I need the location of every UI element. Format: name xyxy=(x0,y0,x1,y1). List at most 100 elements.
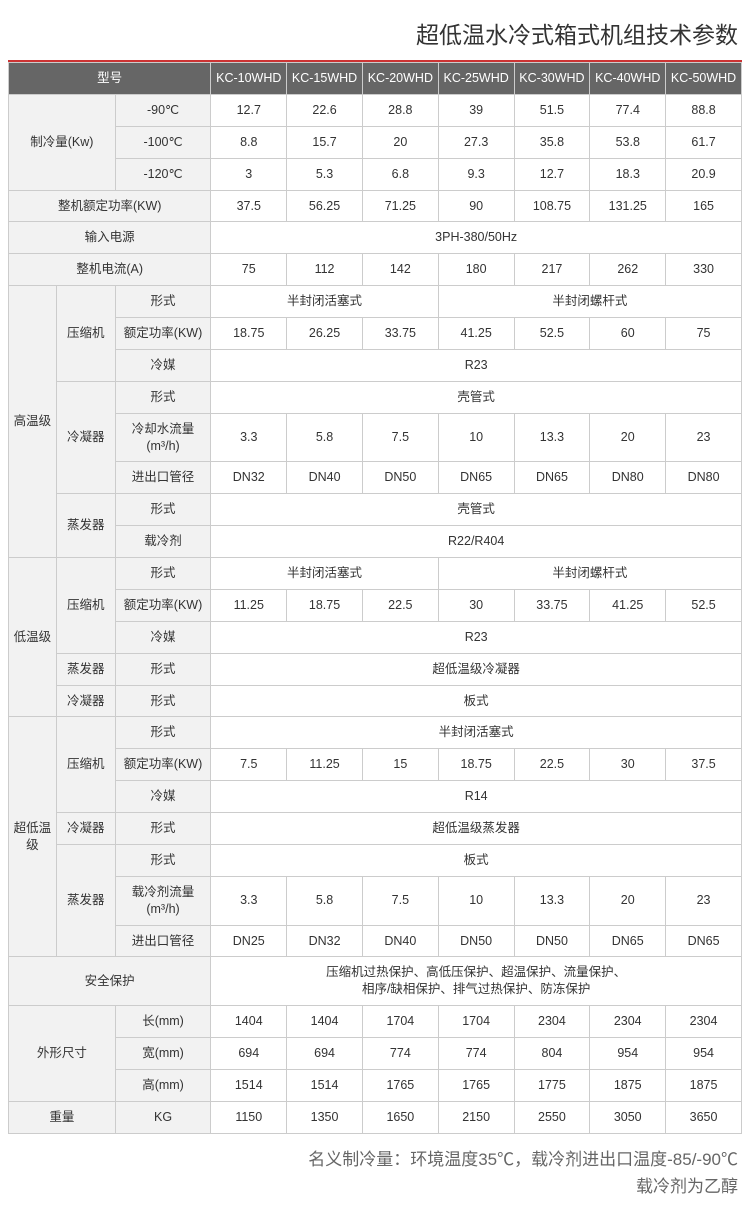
table-cell: 41.25 xyxy=(438,318,514,350)
ultra-cond-type: 超低温级蒸发器 xyxy=(211,813,742,845)
table-cell: 10 xyxy=(438,876,514,925)
table-cell: 39 xyxy=(438,94,514,126)
high-evap-type-label: 形式 xyxy=(115,494,211,526)
safety-label: 安全保护 xyxy=(9,957,211,1006)
high-comp-type-label: 形式 xyxy=(115,286,211,318)
low-group: 低温级 xyxy=(9,558,57,717)
ultra-iodia-label: 进出口管径 xyxy=(115,925,211,957)
table-cell: 954 xyxy=(590,1038,666,1070)
table-cell: 12.7 xyxy=(514,158,590,190)
table-cell: DN80 xyxy=(590,462,666,494)
table-cell: 1704 xyxy=(438,1006,514,1038)
rated-power-label: 整机额定功率(KW) xyxy=(9,190,211,222)
table-cell: 15 xyxy=(362,749,438,781)
table-cell: 30 xyxy=(590,749,666,781)
ultra-comp-label: 压缩机 xyxy=(56,717,115,813)
table-cell: DN50 xyxy=(362,462,438,494)
table-cell: 3.3 xyxy=(211,876,287,925)
table-cell: 142 xyxy=(362,254,438,286)
table-cell: 15.7 xyxy=(287,126,363,158)
table-cell: 1150 xyxy=(211,1101,287,1133)
table-cell: 2304 xyxy=(590,1006,666,1038)
table-cell: 20 xyxy=(590,876,666,925)
table-cell: 23 xyxy=(666,876,742,925)
ultra-refrigerant-label: 冷媒 xyxy=(115,781,211,813)
table-cell: 1404 xyxy=(211,1006,287,1038)
table-cell: DN32 xyxy=(287,925,363,957)
table-cell: 1704 xyxy=(362,1006,438,1038)
weight-label: 重量 xyxy=(9,1101,116,1133)
table-cell: 22.6 xyxy=(287,94,363,126)
high-evap-type: 壳管式 xyxy=(211,494,742,526)
table-cell: DN65 xyxy=(666,925,742,957)
table-cell: 35.8 xyxy=(514,126,590,158)
table-cell: 18.3 xyxy=(590,158,666,190)
table-cell: 1350 xyxy=(287,1101,363,1133)
ultra-evap-type: 板式 xyxy=(211,844,742,876)
weight-unit: KG xyxy=(115,1101,211,1133)
low-comp-type-b: 半封闭螺杆式 xyxy=(438,558,741,590)
high-cond-type: 壳管式 xyxy=(211,381,742,413)
table-cell: 2304 xyxy=(666,1006,742,1038)
table-cell: 180 xyxy=(438,254,514,286)
table-cell: 6.8 xyxy=(362,158,438,190)
table-cell: 88.8 xyxy=(666,94,742,126)
table-cell: 262 xyxy=(590,254,666,286)
table-cell: 22.5 xyxy=(362,589,438,621)
table-cell: 2150 xyxy=(438,1101,514,1133)
table-cell: DN32 xyxy=(211,462,287,494)
table-cell: 18.75 xyxy=(287,589,363,621)
model-header: 型号 xyxy=(9,63,211,95)
table-cell: 11.25 xyxy=(287,749,363,781)
high-comp-type-a: 半封闭活塞式 xyxy=(211,286,438,318)
footnote-line2: 载冷剂为乙醇 xyxy=(8,1173,738,1200)
cooling-t90-label: -90℃ xyxy=(115,94,211,126)
ultra-carrierflow-label: 载冷剂流量(m³/h) xyxy=(115,876,211,925)
table-cell: 1765 xyxy=(362,1069,438,1101)
high-cond-type-label: 形式 xyxy=(115,381,211,413)
table-cell: 1875 xyxy=(590,1069,666,1101)
low-evap-type: 超低温级冷凝器 xyxy=(211,653,742,685)
ultra-cond-label: 冷凝器 xyxy=(56,813,115,845)
table-cell: 8.8 xyxy=(211,126,287,158)
high-cond-label: 冷凝器 xyxy=(56,381,115,494)
model-col: KC-10WHD xyxy=(211,63,287,95)
dims-wid-label: 宽(mm) xyxy=(115,1038,211,1070)
table-cell: 53.8 xyxy=(590,126,666,158)
table-cell: 41.25 xyxy=(590,589,666,621)
table-cell: DN25 xyxy=(211,925,287,957)
table-cell: 1404 xyxy=(287,1006,363,1038)
high-refrigerant: R23 xyxy=(211,349,742,381)
table-cell: 27.3 xyxy=(438,126,514,158)
table-cell: 33.75 xyxy=(362,318,438,350)
table-cell: 20.9 xyxy=(666,158,742,190)
model-col: KC-30WHD xyxy=(514,63,590,95)
table-cell: 954 xyxy=(666,1038,742,1070)
table-cell: 774 xyxy=(362,1038,438,1070)
table-cell: 11.25 xyxy=(211,589,287,621)
table-cell: 1650 xyxy=(362,1101,438,1133)
table-cell: 13.3 xyxy=(514,413,590,462)
table-cell: 18.75 xyxy=(438,749,514,781)
table-cell: 1514 xyxy=(287,1069,363,1101)
table-cell: DN80 xyxy=(666,462,742,494)
spec-table: 型号 KC-10WHD KC-15WHD KC-20WHD KC-25WHD K… xyxy=(8,62,742,1134)
table-cell: 20 xyxy=(590,413,666,462)
table-cell: DN40 xyxy=(362,925,438,957)
table-cell: DN40 xyxy=(287,462,363,494)
low-comp-power-label: 额定功率(KW) xyxy=(115,589,211,621)
table-cell: 28.8 xyxy=(362,94,438,126)
table-cell: 26.25 xyxy=(287,318,363,350)
low-cond-type-label: 形式 xyxy=(115,685,211,717)
table-cell: 13.3 xyxy=(514,876,590,925)
low-evap-type-label: 形式 xyxy=(115,653,211,685)
table-cell: 1514 xyxy=(211,1069,287,1101)
ultra-group: 超低温级 xyxy=(9,717,57,957)
table-cell: 75 xyxy=(211,254,287,286)
table-cell: 7.5 xyxy=(362,413,438,462)
high-evap-label: 蒸发器 xyxy=(56,494,115,558)
table-cell: 52.5 xyxy=(514,318,590,350)
table-cell: DN50 xyxy=(438,925,514,957)
table-cell: 3650 xyxy=(666,1101,742,1133)
cooling-t100-label: -100℃ xyxy=(115,126,211,158)
